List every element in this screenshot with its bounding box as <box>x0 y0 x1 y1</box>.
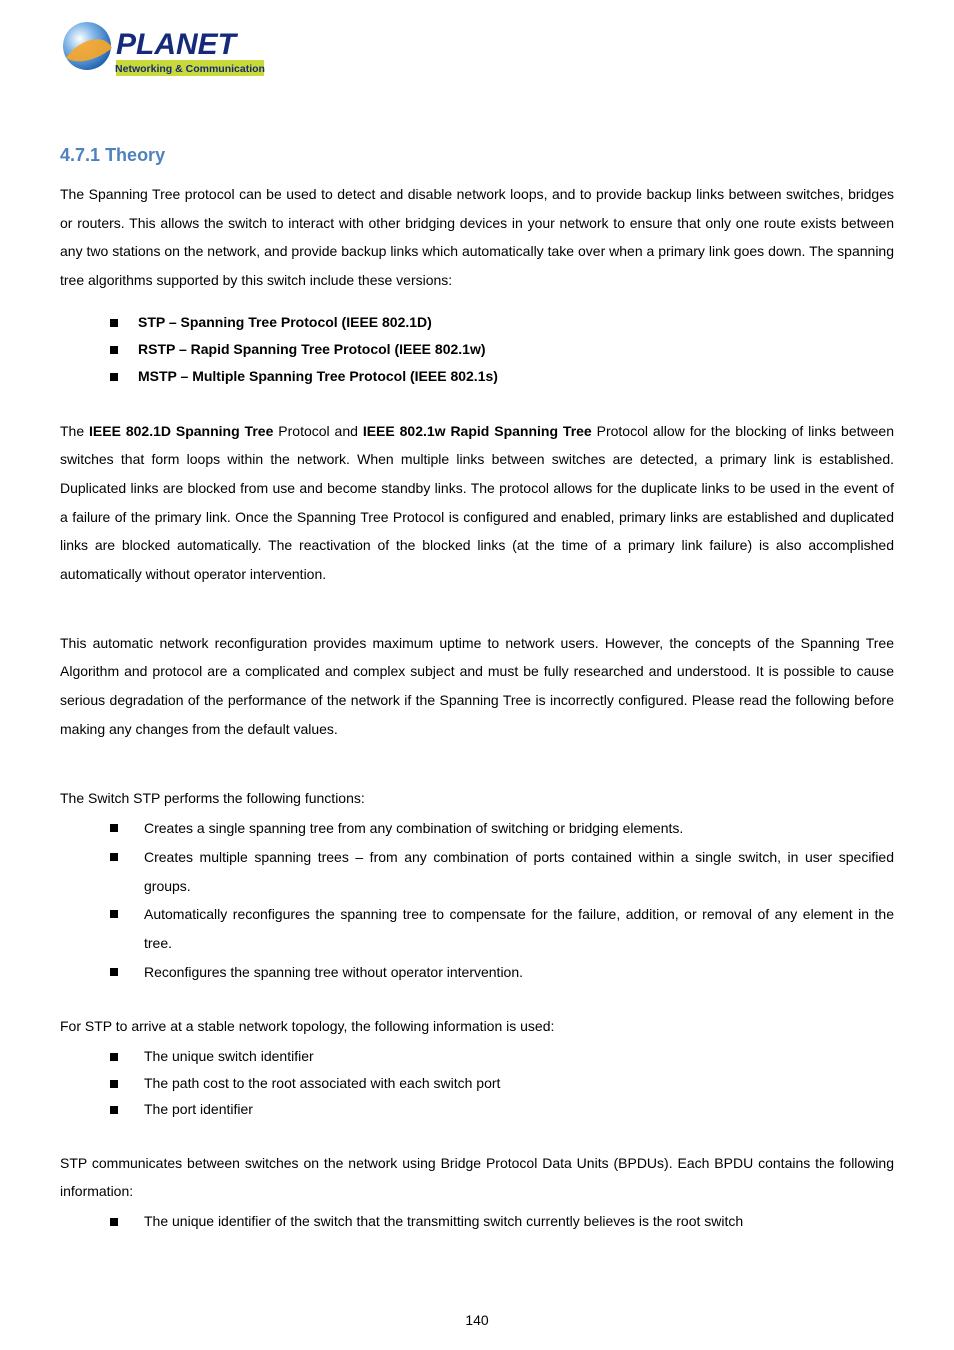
text-run-bold: IEEE 802.1w Rapid Spanning Tree <box>363 423 592 439</box>
intro-paragraph: The Spanning Tree protocol can be used t… <box>60 180 894 295</box>
list-item: The unique identifier of the switch that… <box>110 1208 894 1235</box>
list-item: RSTP – Rapid Spanning Tree Protocol (IEE… <box>110 336 894 363</box>
list-item: Reconfigures the spanning tree without o… <box>110 958 894 987</box>
list-item: Creates a single spanning tree from any … <box>110 814 894 843</box>
text-run: The <box>60 423 89 439</box>
bpdu-lead: STP communicates between switches on the… <box>60 1149 894 1206</box>
brand-logo: PLANET Networking & Communication <box>60 18 265 84</box>
warning-paragraph: This automatic network reconfiguration p… <box>60 629 894 744</box>
list-item: STP – Spanning Tree Protocol (IEEE 802.1… <box>110 309 894 336</box>
list-item: Creates multiple spanning trees – from a… <box>110 843 894 900</box>
list-item: The unique switch identifier <box>110 1043 894 1070</box>
versions-list: STP – Spanning Tree Protocol (IEEE 802.1… <box>110 309 894 391</box>
stable-topology-list: The unique switch identifier The path co… <box>110 1043 894 1123</box>
list-item: Automatically reconfigures the spanning … <box>110 900 894 957</box>
brand-wordmark: PLANET <box>116 28 239 61</box>
section-number: 4.7.1 <box>60 145 100 165</box>
list-item: The path cost to the root associated wit… <box>110 1070 894 1097</box>
text-run: Protocol allow for the blocking of links… <box>60 423 894 582</box>
list-item: The port identifier <box>110 1096 894 1123</box>
section-title-text: Theory <box>105 145 165 165</box>
brand-tagline: Networking & Communication <box>115 63 265 75</box>
page: PLANET Networking & Communication 4.7.1 … <box>0 0 954 1350</box>
text-run: Protocol and <box>273 423 362 439</box>
section-heading: 4.7.1 Theory <box>60 145 894 166</box>
page-number: 140 <box>0 1312 954 1328</box>
text-run-bold: IEEE 802.1D Spanning Tree <box>89 423 273 439</box>
functions-lead: The Switch STP performs the following fu… <box>60 784 894 813</box>
bpdu-list: The unique identifier of the switch that… <box>110 1208 894 1235</box>
stable-topology-lead: For STP to arrive at a stable network to… <box>60 1012 894 1041</box>
list-item: MSTP – Multiple Spanning Tree Protocol (… <box>110 363 894 390</box>
functions-list: Creates a single spanning tree from any … <box>110 814 894 986</box>
stp-description-paragraph: The IEEE 802.1D Spanning Tree Protocol a… <box>60 417 894 589</box>
